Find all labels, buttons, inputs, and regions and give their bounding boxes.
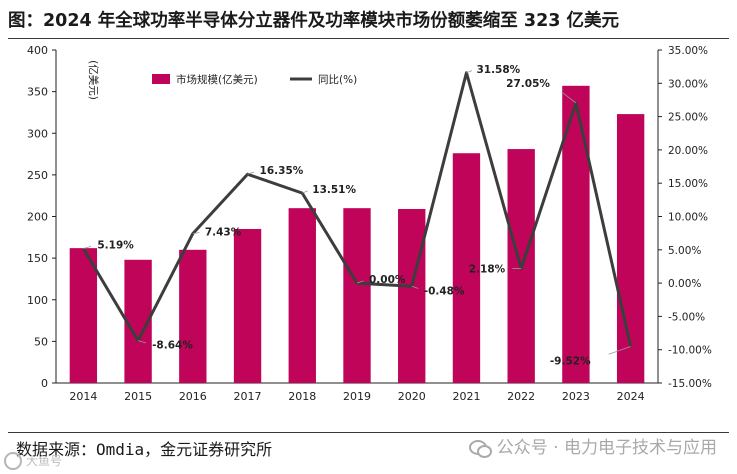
line-data-label: 0.00% [369, 274, 406, 286]
y-axis-label: (亿美元) [87, 60, 100, 100]
bar [616, 114, 645, 383]
left-tick-label: 300 [27, 127, 48, 140]
line-data-label: 2.18% [469, 264, 506, 276]
legend-bar-label: 市场规模(亿美元) [176, 73, 258, 86]
data-label-leader [137, 340, 146, 344]
data-label-leader [192, 232, 200, 235]
watermark: 公众号 · 电力电子技术与应用 [468, 436, 717, 460]
line-data-label: -8.64% [152, 340, 193, 352]
bar [343, 208, 371, 383]
data-source: 数据来源：Omdia，金元证券研究所 [16, 440, 273, 459]
right-tick-label: -10.00% [668, 345, 712, 357]
right-tick-label: 5.00% [668, 245, 701, 257]
title-divider [8, 38, 729, 39]
data-label-leader [247, 171, 255, 175]
data-label-leader [411, 285, 419, 289]
x-tick-label: 2024 [617, 390, 645, 403]
bar [288, 208, 316, 383]
line-data-label: 16.35% [260, 165, 304, 177]
data-label-leader [356, 280, 364, 284]
x-tick-label: 2016 [179, 390, 207, 403]
logo-text: 大鱼号 [26, 454, 63, 468]
left-tick-label: 400 [27, 44, 48, 57]
logo-watermark: 大鱼号 [0, 450, 104, 472]
right-tick-label: 35.00% [668, 45, 708, 57]
legend-bar-swatch [152, 74, 170, 84]
data-label-leader [608, 346, 631, 355]
x-tick-label: 2021 [452, 390, 480, 403]
left-tick-label: 0 [41, 377, 48, 390]
line-data-label: 31.58% [476, 64, 520, 76]
bar [69, 248, 98, 383]
x-tick-label: 2023 [562, 390, 590, 403]
bar [452, 153, 481, 383]
x-tick-label: 2019 [343, 390, 371, 403]
line-data-label: 27.05% [506, 78, 550, 90]
right-tick-label: 25.00% [668, 112, 708, 124]
right-tick-label: -15.00% [668, 378, 712, 390]
bar [179, 249, 207, 383]
bar [233, 228, 262, 383]
x-tick-label: 2015 [124, 390, 152, 403]
source-divider [8, 432, 729, 433]
line-data-label: 13.51% [312, 184, 356, 196]
line-data-label: 5.19% [97, 240, 134, 252]
x-tick-label: 2017 [234, 390, 262, 403]
right-tick-label: 0.00% [668, 278, 701, 290]
data-label-leader [561, 91, 577, 104]
data-label-leader [302, 190, 308, 194]
logo-icon [4, 452, 22, 470]
left-tick-label: 150 [27, 252, 48, 265]
line-data-label: -9.52% [550, 356, 591, 368]
line-data-label: -0.48% [424, 285, 465, 297]
watermark-text: 公众号 · 电力电子技术与应用 [496, 438, 717, 458]
legend-line-label: 同比(%) [318, 73, 357, 86]
left-tick-label: 50 [34, 335, 48, 348]
left-tick-label: 100 [27, 294, 48, 307]
line-data-label: 7.43% [205, 227, 242, 239]
left-tick-label: 200 [27, 211, 48, 224]
data-label-leader [83, 245, 92, 249]
data-label-leader [466, 70, 473, 74]
right-tick-label: 30.00% [668, 78, 708, 90]
x-tick-label: 2014 [69, 390, 97, 403]
left-tick-label: 250 [27, 169, 48, 182]
x-tick-label: 2022 [507, 390, 535, 403]
right-tick-label: 20.00% [668, 145, 708, 157]
right-tick-label: 15.00% [668, 178, 708, 190]
wechat-icon [468, 440, 492, 458]
chart-title: 图：2024 年全球功率半导体分立器件及功率模块市场份额萎缩至 323 亿美元 [8, 11, 620, 31]
x-tick-label: 2018 [288, 390, 316, 403]
right-tick-label: -5.00% [668, 311, 705, 323]
bar [398, 209, 426, 383]
right-tick-label: 10.00% [668, 212, 708, 224]
left-tick-label: 350 [27, 86, 48, 99]
x-tick-label: 2020 [398, 390, 426, 403]
